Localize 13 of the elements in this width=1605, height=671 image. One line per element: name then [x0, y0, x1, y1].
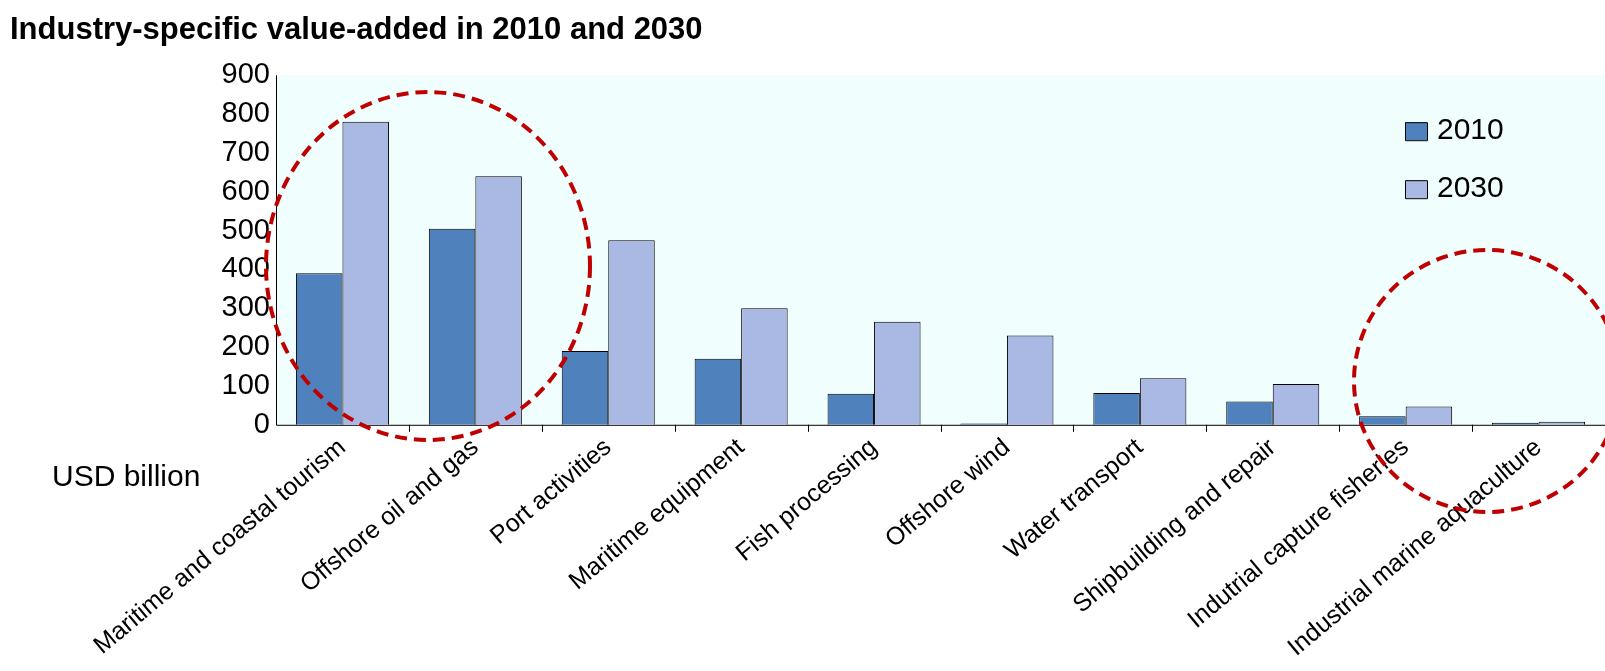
- y-tick-label: 900: [221, 57, 270, 90]
- y-tick-label: 600: [221, 173, 270, 206]
- y-axis-title: USD billion: [52, 459, 201, 493]
- y-tick-label: 500: [221, 212, 270, 245]
- y-tick-label: 100: [221, 367, 270, 400]
- legend-label: 2010: [1437, 112, 1504, 146]
- y-tick-label: 0: [253, 406, 270, 439]
- legend-label: 2030: [1437, 170, 1504, 204]
- y-tick-label: 800: [221, 96, 270, 129]
- chart-title: Industry-specific value-added in 2010 and 2030: [10, 11, 703, 47]
- y-tick-label: 200: [221, 329, 270, 362]
- y-tick-label: 700: [221, 134, 270, 167]
- y-tick-label: 300: [221, 290, 270, 323]
